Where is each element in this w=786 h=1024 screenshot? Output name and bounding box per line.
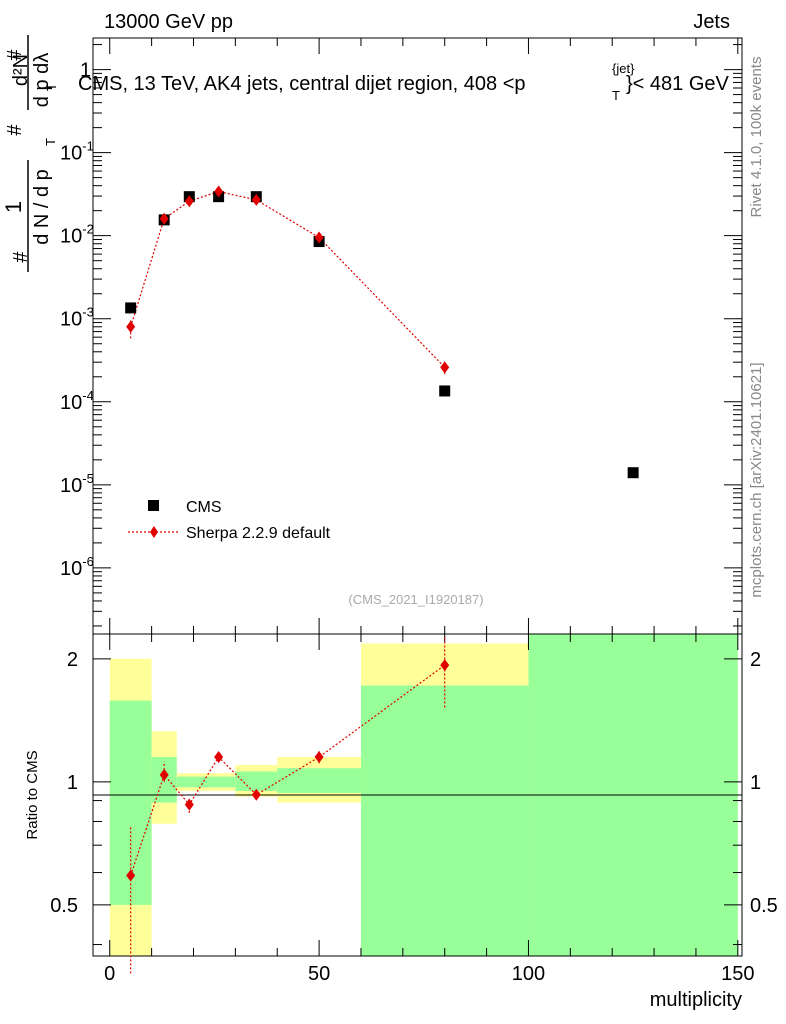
y-tick-exponent: -5 [82, 471, 94, 486]
ratio-sherpa-point [126, 869, 136, 882]
sherpa-line [130, 190, 446, 368]
plot-title-main: CMS, 13 TeV, AK4 jets, central dijet reg… [78, 73, 526, 95]
y-title-dp-dlambda: d p dλ [31, 53, 53, 107]
rivet-version-label: Rivet 4.1.0, 100k events [748, 57, 765, 218]
y-tick-base: 10 [60, 226, 82, 248]
ratio-band-inner [360, 685, 529, 956]
y-title-t-sub-2: T [44, 83, 59, 91]
x-axis-title: multiplicity [650, 989, 742, 1011]
y-tick-label: 10-2 [60, 222, 94, 248]
sherpa-point [314, 231, 324, 244]
plot-title-sup: {jet} [612, 61, 635, 76]
plot-title: CMS, 13 TeV, AK4 jets, central dijet reg… [78, 73, 526, 95]
y-tick-base: 10 [60, 392, 82, 414]
ratio-tick-label: 0.5 [50, 895, 78, 917]
cms-point [439, 385, 451, 397]
legend-cms-marker [148, 500, 159, 511]
legend-sherpa-label: Sherpa 2.2.9 default [186, 525, 331, 542]
y-title-hash-top: # [4, 49, 26, 61]
x-tick-label: 0 [104, 963, 115, 985]
ratio-sherpa-point [251, 788, 261, 801]
y-tick-base: 10 [60, 558, 82, 580]
y-tick-exponent: -3 [82, 305, 94, 320]
y-tick-base: 1 [80, 60, 91, 82]
ratio-tick-label: 1 [67, 772, 78, 794]
ratio-y-axis: 0.5 0.5 1 1 2 2 [50, 649, 778, 946]
cms-point [627, 467, 639, 479]
ratio-plot-marks [126, 637, 450, 974]
ratio-sherpa-point [184, 798, 194, 811]
ratio-tick-label: 2 [67, 649, 78, 671]
collision-label: 13000 GeV pp [104, 11, 233, 33]
mcplots-label: mcplots.cern.ch [arXiv:2401.10621] [748, 362, 765, 597]
ratio-band-inner [176, 776, 236, 788]
y-title-d2n: d²N [10, 54, 32, 86]
category-label: Jets [693, 11, 730, 33]
ratio-band-inner [235, 771, 278, 791]
sherpa-point [184, 195, 194, 208]
y-tick-exponent: -1 [82, 139, 94, 154]
analysis-id-label: (CMS_2021_I1920187) [348, 592, 483, 607]
main-x-ticks [109, 38, 739, 634]
sherpa-point [126, 320, 136, 333]
ratio-sherpa-point [159, 768, 169, 781]
y-title-hash-left: # [10, 251, 32, 263]
y-tick-label: 10-1 [60, 139, 94, 165]
ratio-band-inner [277, 768, 361, 793]
y-tick-label: 10-3 [60, 305, 94, 331]
plot-title-end: }< 481 GeV [626, 73, 730, 95]
sherpa-point [251, 193, 261, 206]
legend-cms-label: CMS [186, 499, 222, 516]
legend: CMS Sherpa 2.2.9 default [128, 499, 331, 542]
x-tick-label: 50 [308, 963, 330, 985]
ratio-x-axis: 0 50 100 150 [104, 634, 755, 985]
y-title-hash-mid: # [4, 124, 26, 136]
y-tick-label: 10-6 [60, 554, 94, 580]
main-plot-frame [92, 37, 743, 635]
main-y-axis-title: # 1 d N / d p T # # d²N d p dλ T [1, 35, 59, 272]
y-tick-base: 10 [60, 475, 82, 497]
legend-sherpa-marker [150, 526, 158, 538]
y-tick-label: 10-5 [60, 471, 94, 497]
ratio-y-axis-title: Ratio to CMS [24, 750, 41, 839]
sherpa-point [214, 185, 224, 198]
main-plot-marks [125, 185, 639, 479]
x-tick-label: 100 [512, 963, 545, 985]
sherpa-point [159, 212, 169, 225]
ratio-sherpa-point [214, 751, 224, 764]
y-tick-label: 10-4 [60, 388, 94, 414]
y-tick-exponent: -4 [82, 388, 94, 403]
y-title-t-sub: T [43, 138, 58, 146]
ratio-tick-label-right: 2 [750, 649, 761, 671]
y-title-one: 1 [1, 201, 26, 213]
y-tick-base: 10 [60, 309, 82, 331]
ratio-tick-label-right: 1 [750, 772, 761, 794]
y-title-dn-dp: d N / d p [31, 169, 53, 245]
y-tick-exponent: -6 [82, 554, 94, 569]
y-tick-base: 10 [60, 143, 82, 165]
ratio-sherpa-point [314, 751, 324, 764]
y-tick-exponent: -2 [82, 222, 94, 237]
y-tick-label: 1 [80, 60, 91, 82]
ratio-sherpa-point [440, 659, 450, 672]
x-tick-label: 150 [721, 963, 754, 985]
sherpa-point [440, 361, 450, 374]
plot-title-sub: T [612, 88, 620, 103]
main-y-axis: 10-610-510-410-310-210-11 [60, 44, 742, 627]
ratio-tick-label-right: 0.5 [750, 895, 778, 917]
cms-point [125, 302, 137, 314]
